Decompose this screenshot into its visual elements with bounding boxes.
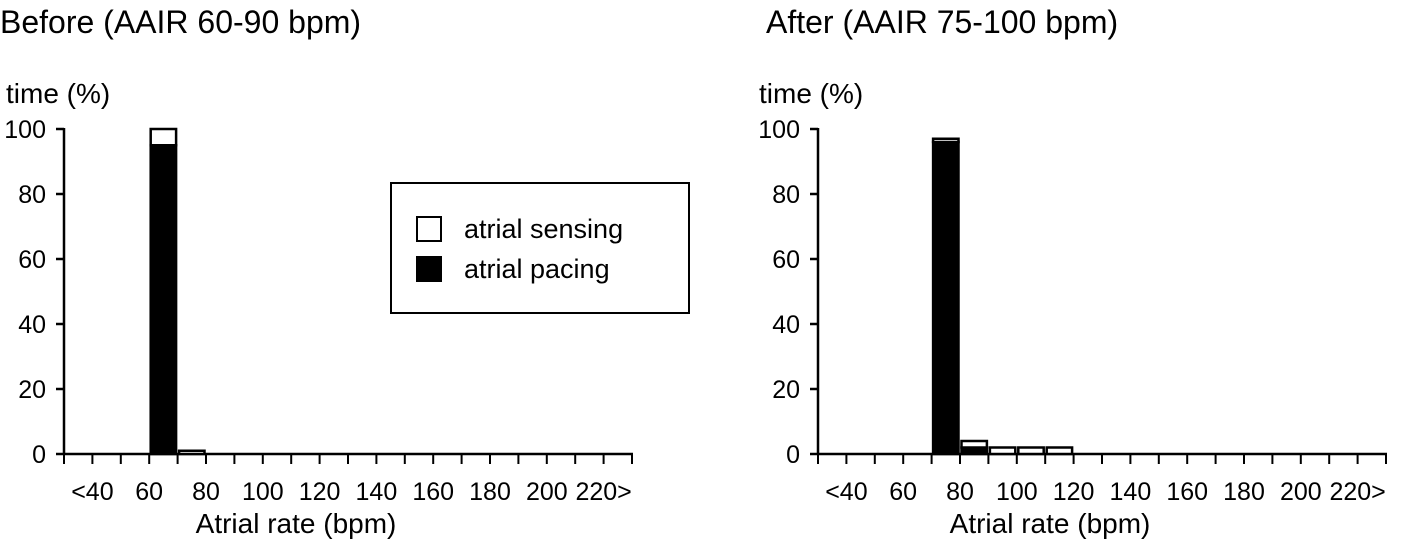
after-chart-title: After (AAIR 75-100 bpm) (766, 4, 1118, 40)
before-x-tick-label: 120 (299, 478, 341, 506)
before-x-tick-label: 60 (135, 478, 163, 506)
legend-swatch-sensing (416, 216, 442, 242)
after-bar-sensing (1045, 446, 1074, 456)
legend-swatch-pacing (416, 256, 442, 282)
after-y-tick-label: 20 (772, 376, 800, 404)
after-bar-sensing (931, 137, 960, 144)
after-x-tick-label: 100 (996, 478, 1038, 506)
after-bar-sensing (988, 446, 1017, 456)
after-x-tick-label: 180 (1223, 478, 1265, 506)
after-x-tick-label: 60 (889, 478, 917, 506)
after-x-tick-label: 140 (1110, 478, 1152, 506)
before-y-tick-label: 20 (18, 376, 46, 404)
before-x-tick-label: 140 (356, 478, 398, 506)
before-chart-title: Before (AAIR 60-90 bpm) (0, 4, 361, 40)
legend-label-pacing: atrial pacing (464, 254, 610, 284)
after-bar-sensing (1017, 446, 1045, 456)
before-x-tick-label: 220> (575, 478, 631, 506)
after-x-tick-label: 120 (1053, 478, 1095, 506)
before-bar-sensing (149, 127, 178, 147)
before-x-tick-label: <40 (71, 478, 113, 506)
before-y-tick-label: 0 (32, 441, 46, 469)
legend-item-pacing: atrial pacing (416, 254, 610, 284)
after-x-axis-label: Atrial rate (bpm) (950, 508, 1151, 539)
after-y-axis-label: time (%) (759, 78, 863, 109)
legend-item-sensing: atrial sensing (416, 214, 623, 244)
before-y-tick-label: 80 (18, 181, 46, 209)
after-x-tick-label: 160 (1166, 478, 1208, 506)
legend-label-sensing: atrial sensing (464, 214, 624, 244)
before-y-tick-label: 60 (18, 246, 46, 274)
before-y-tick-label: 40 (18, 311, 46, 339)
after-y-tick-label: 40 (772, 311, 800, 339)
before-y-tick-label: 100 (4, 116, 46, 144)
before-x-tick-label: 160 (412, 478, 454, 506)
after-y-tick-label: 100 (758, 116, 800, 144)
after-bar-sensing (960, 439, 989, 449)
after-x-tick-label: <40 (825, 478, 867, 506)
before-x-tick-label: 180 (469, 478, 511, 506)
after-y-tick-label: 60 (772, 246, 800, 274)
after-bar-pacing (931, 140, 960, 456)
after-x-tick-label: 200 (1280, 478, 1322, 506)
before-bar-pacing (149, 144, 178, 456)
before-x-tick-label: 80 (192, 478, 220, 506)
before-y-axis-label: time (%) (6, 78, 110, 109)
before-bar-sensing (177, 449, 206, 456)
before-x-tick-label: 200 (526, 478, 568, 506)
before-x-tick-label: 100 (242, 478, 284, 506)
after-y-tick-label: 80 (772, 181, 800, 209)
legend: atrial sensing atrial pacing (390, 182, 690, 314)
after-x-tick-label: 80 (946, 478, 974, 506)
after-x-tick-label: 220> (1329, 478, 1385, 506)
after-y-tick-label: 0 (786, 441, 800, 469)
before-x-axis-label: Atrial rate (bpm) (196, 508, 397, 539)
